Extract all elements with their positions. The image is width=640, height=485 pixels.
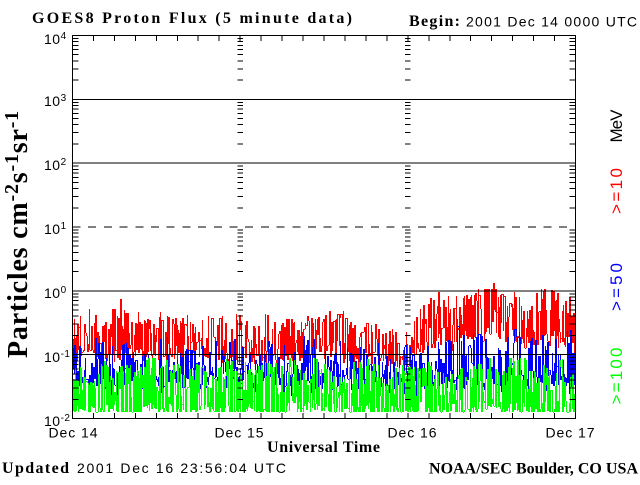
svg-text:Begin:: Begin: [409, 13, 460, 30]
svg-text:2001 Dec 14 0000 UTC: 2001 Dec 14 0000 UTC [466, 14, 637, 30]
svg-text:Universal Time: Universal Time [267, 439, 380, 456]
svg-text:MeV: MeV [607, 109, 626, 143]
svg-text:Dec 17: Dec 17 [546, 425, 595, 441]
svg-text:Dec 15: Dec 15 [215, 425, 264, 441]
svg-text:>=100: >=100 [607, 348, 626, 405]
svg-text:Dec 16: Dec 16 [388, 425, 437, 441]
svg-text:2001 Dec 16 23:56:04 UTC: 2001 Dec 16 23:56:04 UTC [77, 460, 286, 476]
svg-text:NOAA/SEC Boulder, CO USA: NOAA/SEC Boulder, CO USA [429, 461, 638, 478]
svg-text:Particles cm-2s-1sr-1: Particles cm-2s-1sr-1 [1, 110, 34, 358]
svg-text:GOES8 Proton Flux (5 minute da: GOES8 Proton Flux (5 minute data) [32, 10, 352, 27]
svg-text:Dec 14: Dec 14 [49, 425, 98, 441]
svg-text:Updated: Updated [2, 460, 69, 477]
